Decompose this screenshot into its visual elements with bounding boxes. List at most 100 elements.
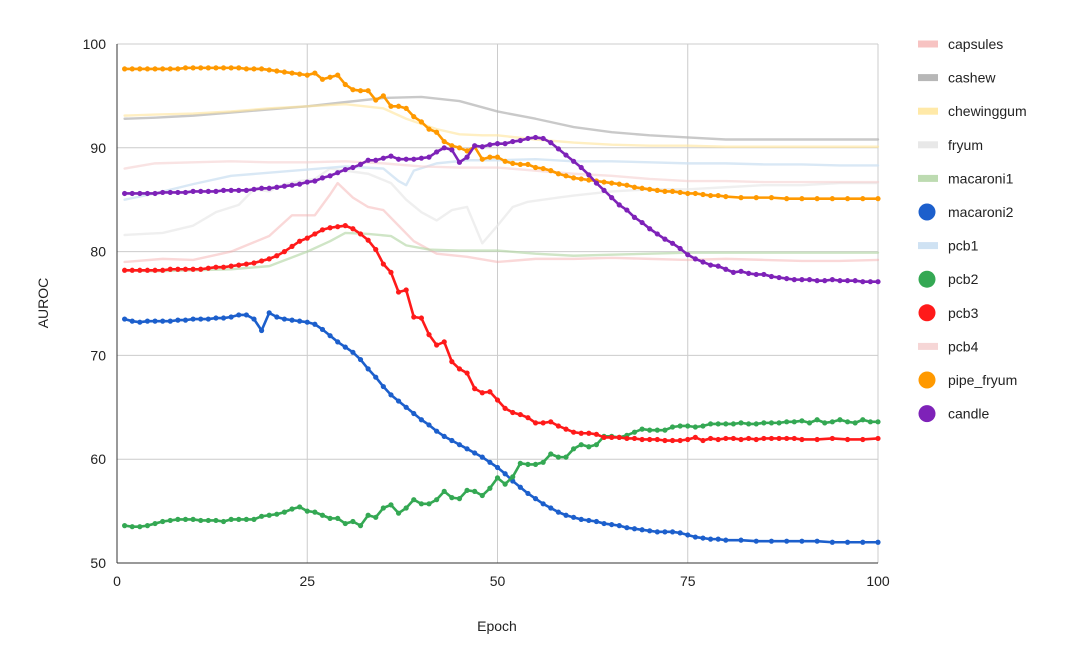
data-point (540, 135, 546, 142)
data-point (350, 226, 356, 232)
series-macaroni1 (123, 231, 880, 273)
data-point (609, 195, 615, 201)
data-point (510, 138, 516, 145)
tick-labels: 50 60 70 80 90 100 0 25 50 75 100 (83, 36, 890, 589)
series-line-cashew (123, 95, 880, 141)
series-line-pcb4 (123, 160, 880, 184)
data-point (631, 184, 638, 190)
data-point (502, 405, 508, 411)
data-point (571, 429, 577, 435)
data-point (806, 277, 813, 283)
data-point (494, 141, 501, 147)
data-point (388, 502, 394, 508)
data-point (593, 442, 600, 448)
data-point (707, 536, 714, 542)
data-point (677, 189, 683, 196)
data-point (327, 333, 333, 339)
data-point (692, 256, 698, 262)
data-point (494, 464, 501, 471)
series-macaroni2 (122, 310, 881, 545)
data-point (411, 156, 417, 162)
data-point (639, 527, 645, 533)
data-point (601, 520, 607, 527)
data-point (198, 517, 204, 524)
data-point (875, 435, 881, 442)
data-point (137, 190, 143, 197)
data-point (441, 433, 447, 439)
data-point (395, 289, 402, 295)
data-point (852, 420, 858, 426)
legend-item-pipe-fryum: pipe_fryum (918, 371, 1017, 389)
data-point (799, 418, 805, 424)
legend-item-capsules: capsules (918, 36, 1003, 52)
x-tick-label: 0 (113, 573, 121, 589)
data-point (426, 126, 432, 132)
data-point (335, 72, 341, 78)
data-point (631, 526, 638, 532)
data-point (875, 539, 881, 545)
data-point (844, 539, 851, 545)
data-point (129, 318, 135, 324)
data-point (548, 168, 554, 174)
data-point (822, 278, 828, 284)
data-point (373, 374, 379, 380)
y-tick-label: 100 (83, 36, 107, 52)
data-point (555, 171, 561, 177)
data-point (494, 397, 501, 403)
data-point (586, 430, 592, 436)
legend-item-macaroni1: macaroni1 (918, 170, 1014, 186)
data-point (236, 187, 242, 193)
data-point (289, 243, 295, 250)
data-point (662, 236, 668, 242)
data-point (563, 152, 569, 158)
data-point (129, 524, 135, 530)
series-pcb3 (122, 223, 881, 444)
data-point (685, 532, 691, 538)
data-point (768, 420, 775, 426)
data-point (654, 231, 660, 237)
data-point (266, 256, 272, 262)
x-tick-label: 100 (866, 573, 890, 589)
data-point (875, 279, 881, 285)
data-point (723, 266, 729, 272)
data-point (373, 157, 379, 163)
data-point (388, 269, 394, 275)
data-point (456, 145, 463, 151)
data-point (715, 436, 721, 443)
data-point (228, 516, 234, 523)
data-point (342, 167, 348, 173)
data-point (517, 137, 523, 144)
data-point (198, 65, 204, 71)
data-point (624, 525, 630, 531)
series-capsules (123, 181, 880, 264)
data-point (403, 404, 409, 410)
data-point (814, 417, 820, 423)
data-point (814, 278, 820, 284)
data-point (258, 327, 265, 334)
data-point (555, 509, 561, 515)
data-point (548, 419, 554, 425)
data-point (319, 175, 326, 181)
data-point (586, 444, 592, 450)
data-point (213, 188, 219, 194)
data-point (175, 266, 181, 272)
legend-marker-line (918, 40, 938, 48)
data-point (205, 517, 211, 524)
data-point (205, 265, 211, 271)
data-point (647, 528, 653, 534)
data-point (776, 274, 782, 281)
data-point (487, 389, 493, 395)
data-point (236, 65, 242, 71)
data-point (137, 267, 143, 273)
data-point (654, 427, 660, 433)
data-point (479, 454, 485, 460)
data-point (753, 195, 759, 201)
data-point (236, 312, 242, 318)
data-point (213, 315, 219, 321)
data-point (609, 521, 615, 528)
data-point (799, 436, 805, 443)
legend-marker-dot (918, 304, 936, 322)
data-point (289, 317, 295, 323)
data-point (464, 148, 470, 154)
data-point (768, 538, 775, 544)
